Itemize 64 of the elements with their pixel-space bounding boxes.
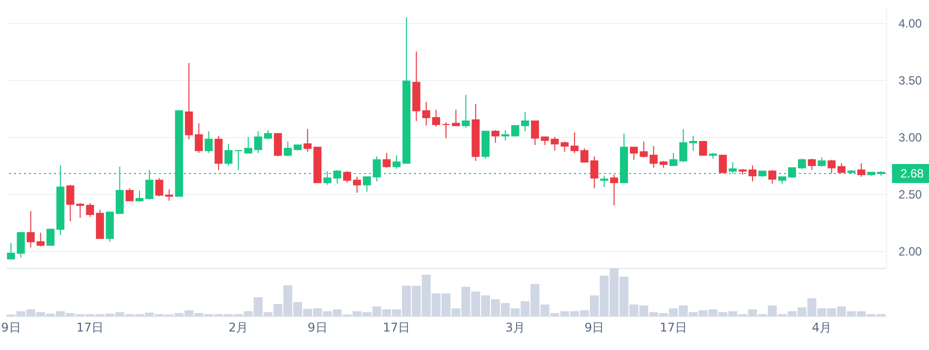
x-tick-label: 9日 — [308, 320, 328, 334]
x-tick-label: 9日 — [584, 320, 604, 334]
candlestick — [808, 158, 816, 171]
x-tick-label: 4月 — [812, 320, 832, 334]
candlestick — [264, 130, 272, 140]
candlestick — [234, 150, 242, 171]
candlestick — [768, 170, 776, 184]
candlestick — [798, 158, 806, 170]
candlestick — [699, 141, 708, 156]
candlestick — [382, 152, 391, 168]
candlestick — [224, 143, 232, 166]
candlestick — [244, 136, 252, 154]
candlestick — [46, 228, 54, 246]
candlestick — [184, 62, 193, 140]
y-tick-label: 3.50 — [898, 74, 922, 88]
x-tick-label: 17日 — [660, 320, 688, 334]
candlestick — [442, 122, 450, 139]
x-tick-label: 9日 — [1, 320, 21, 334]
candlestick — [392, 154, 401, 170]
candlestick — [857, 162, 866, 178]
candlestick — [590, 156, 598, 189]
candlestick — [26, 210, 35, 248]
candlestick — [353, 176, 362, 194]
candlestick — [669, 152, 678, 166]
candlestick — [818, 157, 826, 168]
candlestick — [36, 232, 45, 247]
candlestick — [304, 128, 312, 152]
candlestick — [788, 167, 796, 179]
candlestick — [838, 162, 846, 173]
candlestick — [135, 190, 144, 202]
candlestick — [748, 164, 757, 182]
x-tick-label: 17日 — [382, 320, 410, 334]
candlestick — [570, 132, 579, 154]
candlestick — [6, 242, 15, 260]
candlestick — [274, 133, 282, 157]
y-tick-label: 2.00 — [898, 244, 922, 258]
y-tick-label: 2.50 — [898, 187, 922, 202]
candlestick — [194, 122, 203, 154]
candlestick — [432, 109, 440, 128]
x-tick-label: 3月 — [505, 320, 526, 334]
ref-line-label: 2.68 — [900, 166, 924, 180]
candlestick — [204, 130, 213, 154]
candlestick — [718, 154, 727, 174]
candlestick — [362, 176, 371, 192]
y-tick-label: 3.00 — [898, 130, 922, 144]
candlestick — [16, 232, 25, 258]
candlestick — [530, 120, 539, 146]
candlestick — [343, 170, 352, 184]
candlestick — [462, 94, 470, 128]
candlestick — [452, 109, 460, 126]
x-tick-label: 2月 — [228, 320, 248, 334]
candlestick — [630, 146, 638, 160]
y-tick-label: 4.00 — [898, 16, 922, 31]
candlestick — [372, 156, 381, 182]
candlestick — [521, 111, 530, 132]
candlestick — [828, 159, 836, 174]
x-tick-label: 17日 — [76, 320, 104, 334]
candlestick — [254, 130, 262, 154]
candlestick — [580, 148, 588, 163]
candlestick — [214, 135, 223, 171]
candlestick — [86, 202, 94, 218]
candlestick — [491, 130, 500, 144]
candlestick — [126, 188, 134, 202]
candlestick — [610, 174, 618, 206]
